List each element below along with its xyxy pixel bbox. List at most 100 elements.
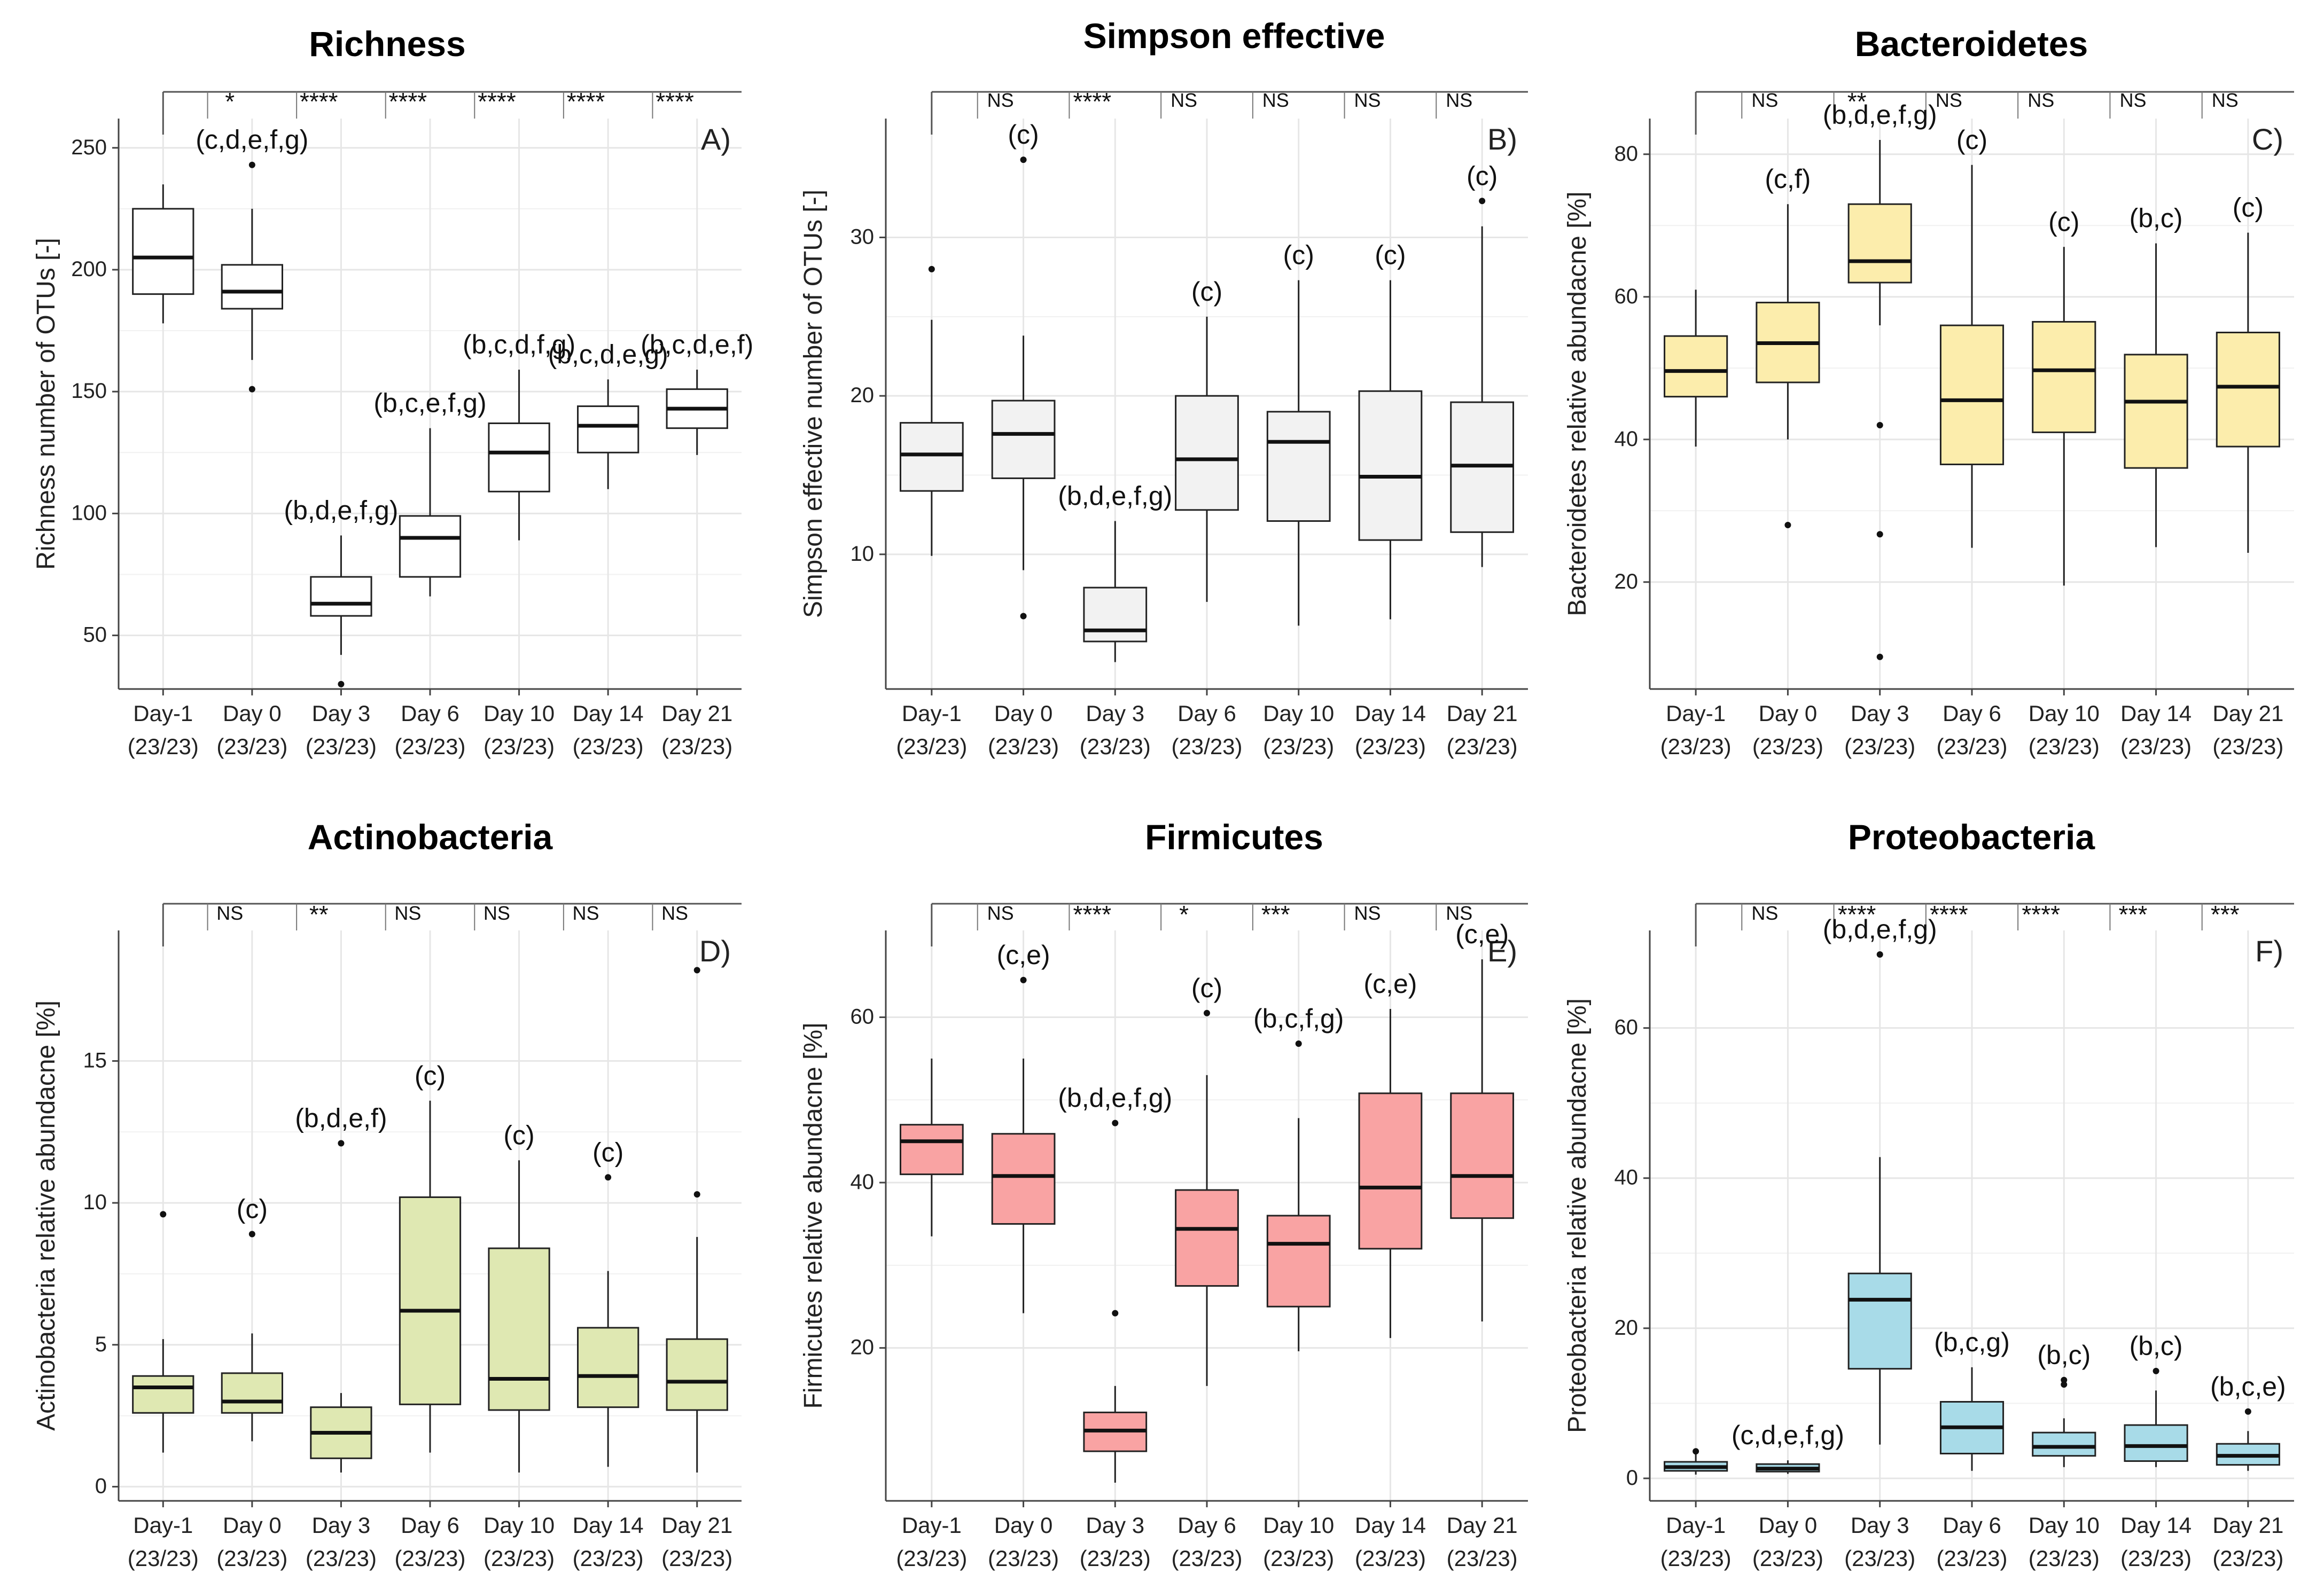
group-letter-label: (c,d,e,f,g) [1732,1420,1844,1450]
box-day-1 [899,1058,964,1236]
box-day-14: (c) [577,1137,640,1467]
box-iqr [1266,411,1331,522]
box-day-6: (c) [1939,125,2005,548]
group-letter-label: (b,d,e,f,g) [1058,1083,1172,1113]
y-tick-label: 60 [1615,1016,1639,1039]
x-tick-sublabel: (23/23) [1660,1546,1732,1571]
y-tick-label: 250 [71,136,107,159]
x-tick-label: Day 14 [2120,701,2192,726]
box-iqr [1450,1092,1515,1219]
y-tick-label: 40 [851,1170,875,1194]
group-letter-label: (c) [415,1061,446,1091]
significance-label: NS [1446,902,1472,924]
significance-label: **** [2022,901,2060,928]
outlier-point [693,967,700,974]
group-letter-label: (c,e) [1363,969,1417,999]
y-tick-label: 0 [1626,1466,1638,1490]
box-iqr [1847,1272,1912,1370]
box-day-14: (b,c) [2124,203,2188,547]
x-tick-label: Day 21 [2212,1513,2283,1538]
significance-label: NS [216,902,243,924]
box-iqr [221,1372,283,1414]
outlier-point [693,1191,700,1198]
box-day-21: (b,c,d,e,f) [641,330,753,455]
x-tick-label: Day 0 [994,701,1053,726]
x-tick-sublabel: (23/23) [483,1546,555,1571]
y-tick-label: 20 [1615,1316,1639,1340]
box-iqr [2216,332,2280,448]
box-day-0: (c,e) [991,940,1056,1313]
outlier-point [338,1140,345,1147]
x-tick-label: Day 21 [2212,701,2283,726]
y-axis-label: Bacteroidetes relative abundacne [%] [1563,191,1592,616]
significance-label: **** [1073,88,1112,115]
panel-label: F) [2255,934,2283,968]
x-tick-sublabel: (23/23) [896,734,967,759]
x-tick-sublabel: (23/23) [1844,1546,1915,1571]
x-tick-label: Day 3 [312,701,371,726]
box-iqr [899,1124,964,1176]
significance-label: * [1179,901,1189,928]
x-tick-sublabel: (23/23) [2029,1546,2100,1571]
x-tick-label: Day 10 [483,701,555,726]
box-iqr [991,400,1056,479]
x-tick-sublabel: (23/23) [2029,734,2100,759]
group-letter-label: (b,d,e,f) [295,1103,387,1133]
x-tick-sublabel: (23/23) [1660,734,1732,759]
outlier-point [1295,1040,1302,1047]
box-day-3: (b,d,e,f,g) [1058,1083,1172,1483]
x-tick-label: Day 0 [223,1513,282,1538]
x-tick-sublabel: (23/23) [988,1546,1059,1571]
x-tick-label: Day 14 [1355,701,1426,726]
significance-label: NS [2212,89,2239,111]
y-tick-label: 60 [851,1005,875,1029]
group-letter-label: (b,c) [2130,1331,2183,1361]
y-axis-label: Simpson effective number of OTUs [-] [799,190,828,618]
y-tick-label: 20 [1615,570,1639,593]
box-iqr [488,422,550,492]
significance-label: NS [572,902,599,924]
box-day-6: (c) [399,1061,462,1453]
x-tick-label: Day-1 [1666,701,1726,726]
x-tick-label: Day 10 [1263,701,1334,726]
chart-title: Firmicutes [1145,817,1323,857]
y-tick-label: 20 [851,1336,875,1359]
y-tick-label: 50 [83,623,107,647]
box-iqr [1358,1092,1423,1250]
group-letter-label: (c) [1191,277,1222,307]
box-iqr [1847,203,1912,284]
box-day-14: (c,e) [1358,969,1423,1338]
y-tick-label: 200 [71,257,107,281]
group-letter-label: (b,c) [2130,203,2183,233]
outlier-point [1112,1120,1119,1126]
y-tick-label: 30 [851,225,875,249]
panel-label: D) [699,934,731,968]
box-day-10: (b,c,f,g) [1253,1004,1344,1351]
y-tick-label: 0 [95,1474,107,1498]
x-tick-sublabel: (23/23) [128,734,199,759]
box-iqr [666,1338,728,1411]
x-tick-sublabel: (23/23) [2212,1546,2283,1571]
significance-label: **** [389,88,427,115]
box-day-1 [1664,1448,1728,1475]
x-tick-label: Day 10 [483,1513,555,1538]
outlier-point [605,1174,612,1181]
x-tick-label: Day 0 [1759,701,1818,726]
significance-label: NS [987,902,1014,924]
box-iqr [991,1133,1056,1225]
x-tick-sublabel: (23/23) [306,1546,377,1571]
significance-label: **** [300,88,338,115]
x-tick-label: Day 3 [1086,701,1144,726]
group-letter-label: (c) [503,1120,534,1150]
box-iqr [2124,354,2188,469]
chart-title: Actinobacteria [308,817,553,857]
box-iqr [132,208,194,295]
box-iqr [488,1247,550,1411]
x-tick-sublabel: (23/23) [1936,1546,2007,1571]
box-day-3: (b,d,e,f,g) [1823,100,1937,660]
box-day-3: (b,d,e,f) [295,1103,387,1473]
group-letter-label: (c,e) [997,940,1050,970]
box-iqr [1664,335,1728,398]
x-tick-label: Day-1 [1666,1513,1726,1538]
box-day-21 [666,967,728,1473]
